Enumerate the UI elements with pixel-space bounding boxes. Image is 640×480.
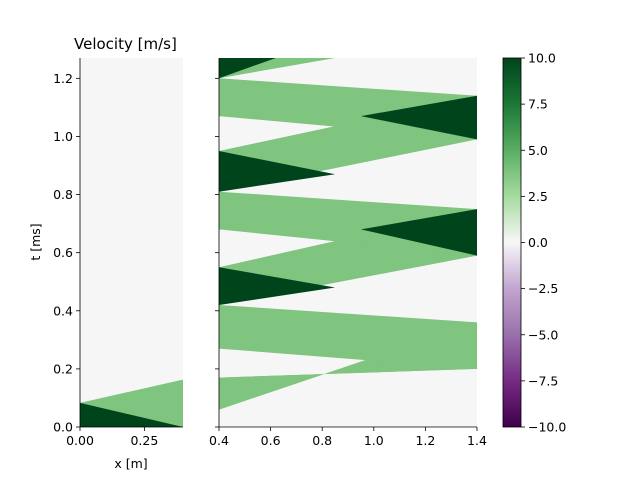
colorbar-tick-label: 10.0	[528, 51, 556, 66]
right-velocity-region-11	[360, 95, 477, 140]
left-panel: 0.00 0.25 0.0 0.2 0.4 0.6 0.8 1.0 1.2	[53, 58, 183, 448]
right-velocity-region-5	[219, 267, 336, 305]
left-panel-background	[80, 58, 183, 427]
left-y-tick-label: 0.6	[53, 245, 73, 260]
left-velocity-region-1	[80, 402, 183, 427]
colorbar-tick-label: −10.0	[528, 420, 566, 435]
left-y-tick-label: 0.0	[53, 420, 73, 435]
x-axis-label: x [m]	[114, 456, 147, 471]
right-x-tick-label: 1.2	[415, 433, 435, 448]
y-axis-label: t [ms]	[28, 223, 43, 260]
right-x-tick-label: 0.8	[312, 433, 332, 448]
right-velocity-region-7	[360, 209, 477, 256]
right-x-tick-label: 1.0	[364, 433, 384, 448]
right-x-tick-label: 0.4	[209, 433, 229, 448]
left-x-tick-label: 0.25	[130, 433, 158, 448]
left-x-tick-label: 0.00	[66, 433, 94, 448]
colorbar: 10.0 7.5 5.0 2.5 0.0 −2.5 −5.0 −7.5 −10.0	[502, 51, 566, 435]
right-velocity-region-3	[219, 305, 477, 369]
colorbar-tick-label: 7.5	[528, 97, 548, 112]
colorbar-tick-label: −7.5	[528, 373, 558, 388]
right-x-tick-label: 0.6	[261, 433, 281, 448]
colorbar-gradient	[502, 57, 522, 428]
right-x-tick-label: 1.4	[467, 433, 487, 448]
left-y-tick-label: 0.4	[53, 303, 73, 318]
right-velocity-region-13	[219, 58, 276, 79]
right-panel: 0.4 0.6 0.8 1.0 1.2 1.4	[209, 58, 487, 448]
left-y-tick-label: 0.2	[53, 361, 73, 376]
colorbar-tick-label: −2.5	[528, 281, 558, 296]
chart-title: Velocity [m/s]	[74, 35, 177, 53]
right-velocity-region-9	[219, 151, 336, 192]
colorbar-tick-label: 2.5	[528, 189, 548, 204]
colorbar-tick-label: 0.0	[528, 235, 548, 250]
colorbar-tick-label: 5.0	[528, 143, 548, 158]
left-y-tick-label: 1.0	[53, 129, 73, 144]
left-y-tick-label: 0.8	[53, 187, 73, 202]
left-y-tick-label: 1.2	[53, 71, 73, 86]
colorbar-tick-label: −5.0	[528, 327, 558, 342]
